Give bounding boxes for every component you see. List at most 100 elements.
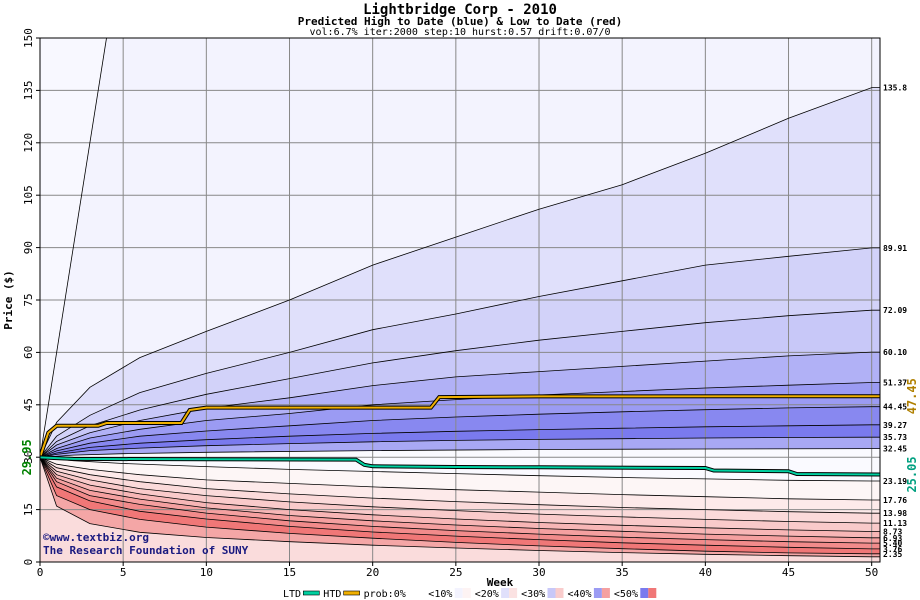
contour-value-label: 32.45 <box>883 445 907 454</box>
lower-contour-line <box>40 457 880 550</box>
contour-value-label: 39.27 <box>883 421 907 430</box>
contour-value-label: 17.76 <box>883 496 907 505</box>
plot-area <box>40 38 880 562</box>
y-tick-label: 135 <box>22 80 35 100</box>
lower-band <box>40 457 880 557</box>
legend-label: <20% <box>475 589 499 600</box>
lower-band <box>40 457 880 532</box>
legend-label: prob:0% <box>364 589 406 600</box>
x-tick-label: 40 <box>699 566 712 579</box>
legend-swatch-box <box>648 588 657 598</box>
upper-band <box>40 424 880 458</box>
contour-value-label: 51.37 <box>883 379 907 388</box>
y-tick-label: 30 <box>22 451 35 464</box>
contour-value-label: 13.98 <box>883 509 907 518</box>
legend-swatch-box <box>547 588 556 598</box>
upper-band <box>40 437 880 458</box>
chart-parameters: vol:6.7% iter:2000 step:10 hurst:0.57 dr… <box>309 27 611 38</box>
contour-value-label: 135.8 <box>883 84 907 93</box>
upper-band <box>40 352 880 458</box>
lower-band <box>40 457 880 538</box>
legend-label: <30% <box>521 589 545 600</box>
y-axis-label: Price ($) <box>2 270 15 330</box>
contour-value-label: 2.35 <box>883 550 902 559</box>
legend-swatch-box <box>501 588 510 598</box>
lower-band <box>40 457 880 544</box>
htd-series-line <box>40 395 880 458</box>
upper-contour-line <box>40 351 880 458</box>
lower-contour-line <box>40 457 880 514</box>
legend-swatch-box <box>593 588 602 598</box>
contour-value-label: 6.93 <box>883 534 902 543</box>
x-tick-label: 45 <box>782 566 795 579</box>
contour-value-label: 23.19 <box>883 477 907 486</box>
htd-final-label: 47.45 <box>905 378 919 414</box>
lower-contour-line <box>40 457 880 544</box>
x-tick-label: 15 <box>283 566 296 579</box>
x-tick-label: 50 <box>865 566 878 579</box>
lower-contour-line <box>40 457 880 501</box>
upper-contour-line <box>40 87 880 458</box>
x-axis-label: Week <box>487 576 514 589</box>
y-tick-label: 45 <box>22 398 35 411</box>
x-tick-label: 0 <box>37 566 44 579</box>
x-tick-label: 20 <box>366 566 379 579</box>
legend-swatch-line <box>343 590 360 596</box>
contour-value-label: 72.09 <box>883 306 907 315</box>
chart-subtitle: Predicted High to Date (blue) & Low to D… <box>297 15 623 28</box>
upper-contour-line <box>40 309 880 458</box>
upper-band <box>40 310 880 458</box>
y-tick-label: 105 <box>22 185 35 205</box>
x-tick-label: 25 <box>449 566 462 579</box>
y-tick-label: 120 <box>22 133 35 153</box>
lower-band <box>40 457 880 500</box>
lower-contour-line <box>40 457 880 482</box>
x-tick-label: 5 <box>120 566 127 579</box>
y-tick-label: 150 <box>22 28 35 48</box>
legend-swatch-box <box>640 588 649 598</box>
lower-contour-line <box>40 457 880 555</box>
contour-value-label: 60.10 <box>883 348 907 357</box>
legend-swatch-box <box>462 588 471 598</box>
x-tick-label: 30 <box>532 566 545 579</box>
upper-contour-line <box>40 382 880 458</box>
lower-contour-line <box>40 457 880 558</box>
upper-band <box>40 382 880 458</box>
start-price-label: 29.95 <box>20 439 34 475</box>
y-tick-label: 90 <box>22 241 35 254</box>
contour-value-label: 89.91 <box>883 244 907 253</box>
legend-swatch-line <box>302 590 320 596</box>
legend-label: <10% <box>428 589 452 600</box>
legend-swatch-box <box>509 588 518 598</box>
upper-band <box>40 406 880 458</box>
contour-value-label: 8.73 <box>883 528 902 537</box>
lower-band <box>40 457 880 562</box>
upper-contour-line <box>40 38 880 458</box>
lower-band <box>40 457 880 554</box>
upper-contour-line <box>40 406 880 458</box>
lower-contour-line <box>40 457 880 539</box>
upper-contour-line <box>40 448 880 458</box>
y-tick-label: 15 <box>22 503 35 516</box>
watermark-line-2: The Research Foundation of SUNY <box>43 544 249 557</box>
x-tick-label: 10 <box>200 566 213 579</box>
upper-contour-line <box>40 424 880 458</box>
y-tick-label: 75 <box>22 293 35 306</box>
lower-contour-line <box>40 457 880 532</box>
y-tick-label: 60 <box>22 346 35 359</box>
legend-label: HTD <box>323 589 341 600</box>
legend-swatch-box <box>601 588 610 598</box>
contour-value-label: 35.73 <box>883 433 907 442</box>
chart-title: Lightbridge Corp - 2010 <box>363 2 557 18</box>
y-tick-label: 0 <box>22 559 35 566</box>
contour-value-label: 44.45 <box>883 403 907 412</box>
legend-swatch-box <box>454 588 463 598</box>
legend-swatch-box <box>555 588 564 598</box>
contour-value-label: 5.40 <box>883 539 902 548</box>
legend-swatch-box <box>408 588 417 598</box>
legend-label: <50% <box>614 589 638 600</box>
contour-value-label: 11.13 <box>883 519 907 528</box>
legend-label: LTD <box>283 589 301 600</box>
upper-band <box>40 87 880 458</box>
ltd-series-line <box>40 456 880 476</box>
